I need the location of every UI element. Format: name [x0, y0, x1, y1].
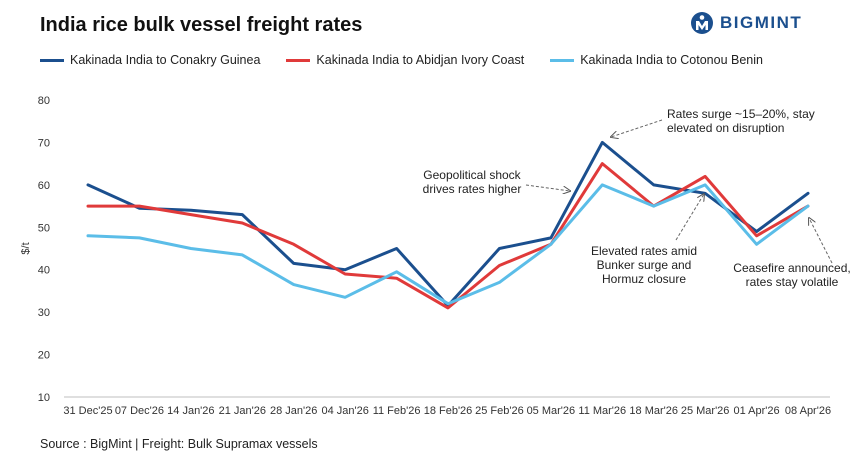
x-tick-label: 28 Jan'26 — [270, 405, 317, 417]
y-tick-label: 50 — [38, 222, 50, 234]
x-tick-label: 08 Apr'26 — [785, 405, 831, 417]
legend-item-conakry: Kakinada India to Conakry Guinea — [40, 53, 260, 67]
legend-swatch-cotonou — [550, 58, 575, 62]
x-tick-label: 05 Mar'26 — [527, 405, 576, 417]
x-tick-label: 07 Dec'26 — [115, 405, 164, 417]
series-line-3 — [86, 183, 810, 306]
y-tick-label: 60 — [38, 180, 50, 192]
annotation-text: drives rates higher — [423, 182, 522, 196]
x-tick-label: 14 Jan'26 — [167, 405, 214, 417]
y-tick-label: 30 — [38, 307, 50, 319]
logo-text: BIGMINT — [720, 13, 803, 32]
annotation-text: Rates surge ~15–20%, stay — [667, 107, 815, 121]
annotation-arrow — [611, 119, 663, 137]
series-layer — [86, 140, 810, 310]
legend-label-conakry: Kakinada India to Conakry Guinea — [70, 53, 261, 67]
annotation-arrow — [809, 218, 833, 264]
source-note: Source : BigMint | Freight: Bulk Suprama… — [40, 437, 318, 451]
x-tick-label: 11 Mar'26 — [578, 405, 626, 417]
series-line-1 — [86, 140, 810, 308]
axis-layer: 10 20 30 40 50 60 70 80 $/t 31 Dec'25 07 Dec'26 14 … — [20, 95, 831, 417]
chart-legend: Kakinada India to Conakry Guinea Kakinad… — [40, 53, 789, 67]
x-tick-label: 11 Feb'26 — [373, 405, 421, 417]
annotation-text: elevated on disruption — [667, 121, 784, 135]
x-tick-label: 21 Jan'26 — [219, 405, 266, 417]
y-tick-label: 70 — [38, 137, 50, 149]
legend-swatch-conakry — [40, 58, 64, 62]
legend-swatch-abidjan — [286, 58, 311, 62]
x-tick-label: 18 Mar'26 — [629, 405, 678, 417]
annotation-text: Ceasefire announced, — [733, 261, 850, 275]
annotation-arrow — [675, 194, 704, 241]
annotation-text: Bunker surge and — [597, 258, 692, 272]
annotation-text: Geopolitical shock — [423, 168, 521, 182]
annotation-text: rates stay volatile — [746, 275, 839, 289]
y-axis-title: $/t — [20, 242, 32, 254]
annotation-text: Elevated rates amid — [591, 244, 697, 258]
y-tick-label: 40 — [38, 265, 50, 277]
chart-title: India rice bulk vessel freight rates — [40, 14, 363, 36]
x-tick-label: 18 Feb'26 — [424, 405, 473, 417]
y-tick-label: 20 — [38, 350, 50, 362]
brand-logo: BIGMINT — [690, 10, 802, 36]
x-tick-label: 01 Apr'26 — [734, 405, 780, 417]
y-tick-label: 10 — [38, 392, 50, 404]
legend-item-cotonou: Kakinada India to Cotonou Benin — [550, 53, 763, 67]
y-tick-label: 80 — [38, 95, 50, 107]
series-line-2 — [86, 162, 810, 310]
legend-label-cotonou: Kakinada India to Cotonou Benin — [580, 53, 763, 67]
annotation-text: Hormuz closure — [602, 272, 686, 286]
annotation-arrow — [525, 184, 570, 191]
x-tick-label: 31 Dec'25 — [63, 405, 112, 417]
bigmint-logo-icon — [691, 12, 713, 34]
legend-item-abidjan: Kakinada India to Abidjan Ivory Coast — [286, 53, 524, 67]
legend-label-abidjan: Kakinada India to Abidjan Ivory Coast — [316, 53, 525, 67]
x-tick-label: 25 Feb'26 — [475, 405, 524, 417]
x-tick-label: 04 Jan'26 — [321, 405, 368, 417]
x-tick-label: 25 Mar'26 — [681, 405, 730, 417]
